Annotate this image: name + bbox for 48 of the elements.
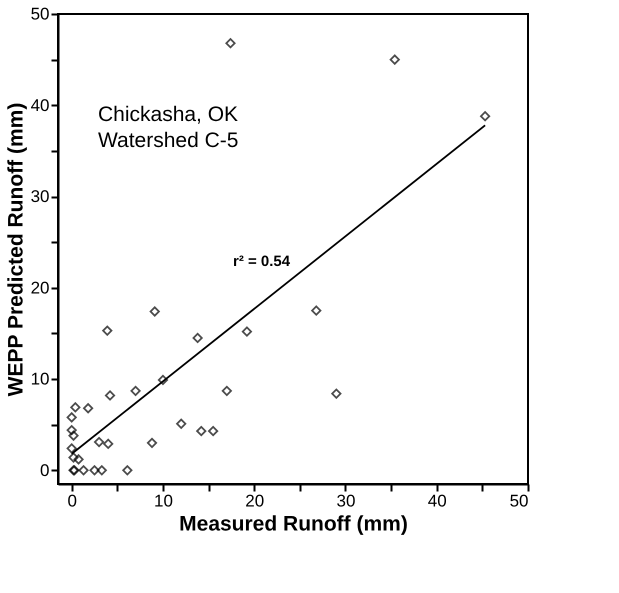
point: [122, 465, 132, 476]
point: [130, 386, 141, 396]
point: [196, 426, 206, 436]
point: [68, 452, 79, 463]
point: [68, 430, 79, 441]
y-axis-title: WEPP Predicted Runoff (mm): [4, 102, 28, 396]
point: [176, 418, 186, 429]
x-tick-label: 10: [154, 492, 173, 510]
x-tick-label: 20: [245, 492, 264, 510]
annotation: Chickasha, OK: [98, 103, 238, 126]
x-tick-label: 50: [510, 492, 528, 510]
point: [83, 403, 94, 414]
point: [66, 443, 77, 454]
point: [150, 306, 160, 317]
point: [222, 386, 232, 396]
point: [146, 438, 158, 448]
x-axis-title: Measured Runoff (mm): [179, 512, 408, 536]
x-tick-label: 30: [336, 492, 356, 510]
point: [66, 425, 77, 436]
point: [225, 38, 236, 48]
point: [102, 326, 112, 336]
point: [242, 326, 252, 337]
point: [70, 402, 80, 412]
point: [66, 412, 77, 422]
y-tick-label: 20: [30, 278, 50, 298]
y-tick-label: 10: [30, 370, 50, 389]
x-tick-label: 0: [67, 492, 77, 510]
y-tick-label: 0: [40, 460, 50, 480]
x-tick-label: 40: [428, 492, 447, 510]
point: [78, 465, 89, 476]
point: [104, 390, 116, 401]
point: [73, 454, 84, 464]
point: [311, 306, 322, 316]
point: [94, 436, 104, 448]
point: [208, 426, 218, 436]
y-tick-label: 30: [30, 187, 50, 206]
y-tick-label: 40: [30, 96, 50, 115]
point: [158, 374, 168, 386]
point: [96, 465, 107, 476]
point: [331, 388, 342, 399]
point: [103, 438, 114, 449]
point: [390, 54, 400, 65]
point: [480, 111, 490, 122]
point: [192, 332, 203, 344]
y-tick-label: 50: [30, 4, 50, 24]
annotation: r² = 0.54: [233, 253, 291, 270]
point: [89, 465, 100, 476]
annotation: Watershed C-5: [98, 129, 238, 152]
